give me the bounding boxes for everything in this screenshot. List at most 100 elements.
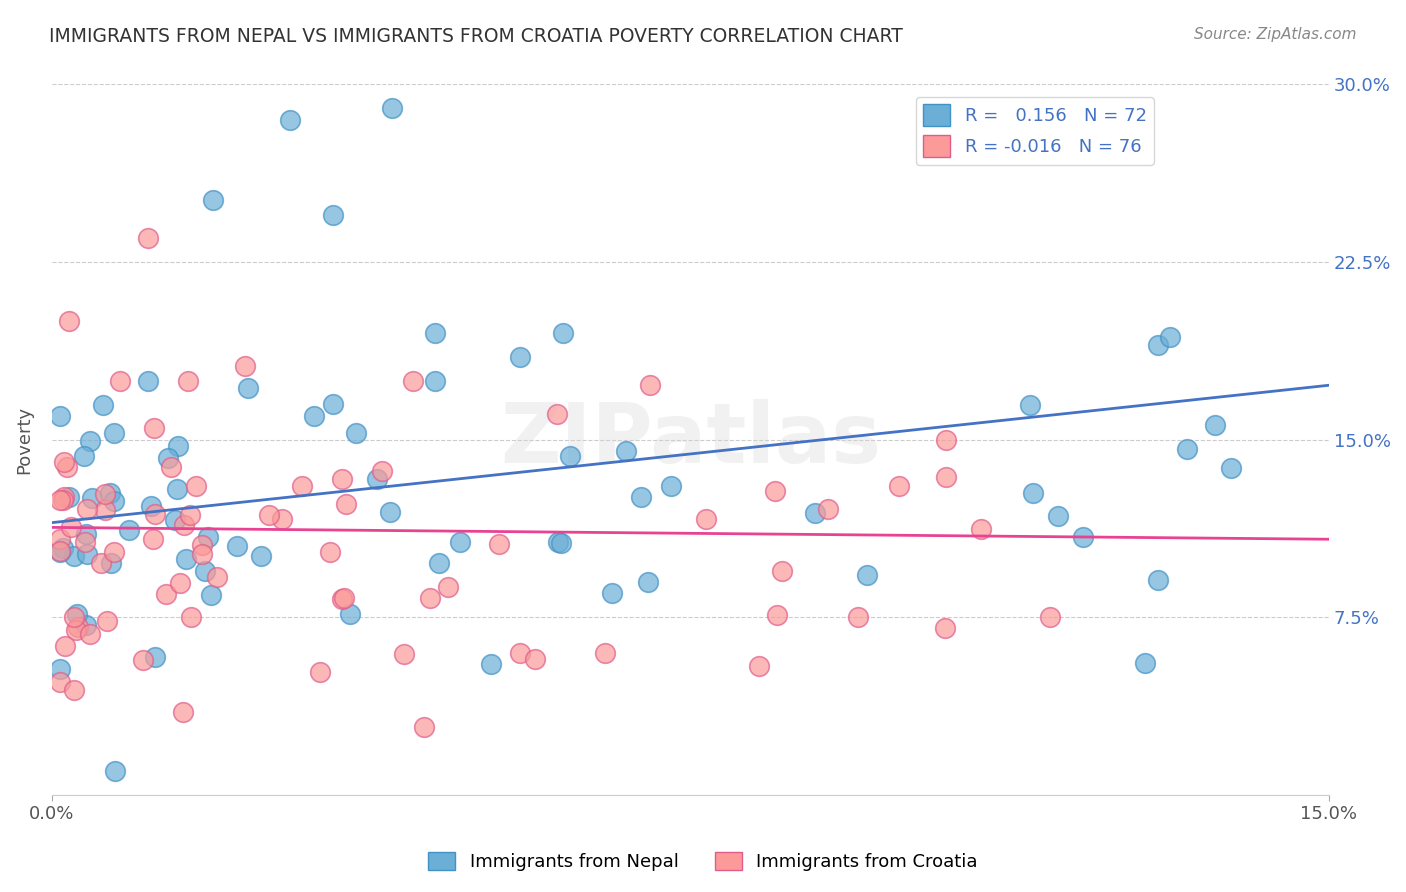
Point bbox=[49, 544, 72, 558]
Point bbox=[856, 568, 879, 582]
Y-axis label: Poverty: Poverty bbox=[15, 406, 32, 474]
Point bbox=[59, 520, 82, 534]
Point bbox=[1159, 330, 1181, 344]
Point bbox=[630, 491, 652, 505]
Point bbox=[49, 545, 72, 559]
Point bbox=[1147, 573, 1170, 587]
Point bbox=[76, 547, 98, 561]
Point bbox=[49, 409, 72, 423]
Point bbox=[79, 627, 101, 641]
Point bbox=[166, 482, 188, 496]
Point bbox=[63, 610, 86, 624]
Point bbox=[1071, 530, 1094, 544]
Point bbox=[378, 505, 401, 519]
Point bbox=[49, 532, 72, 546]
Point bbox=[186, 479, 208, 493]
Point bbox=[1175, 442, 1198, 457]
Point bbox=[76, 502, 98, 516]
Point bbox=[450, 535, 472, 549]
Point bbox=[163, 513, 186, 527]
Point bbox=[1204, 418, 1226, 433]
Point bbox=[167, 439, 190, 453]
Point bbox=[225, 539, 247, 553]
Point bbox=[143, 508, 166, 522]
Point bbox=[176, 551, 198, 566]
Point bbox=[236, 381, 259, 395]
Point bbox=[52, 490, 75, 504]
Point bbox=[191, 547, 214, 561]
Point bbox=[103, 493, 125, 508]
Point bbox=[394, 647, 416, 661]
Legend: R =   0.156   N = 72, R = -0.016   N = 76: R = 0.156 N = 72, R = -0.016 N = 76 bbox=[915, 97, 1154, 164]
Point bbox=[155, 587, 177, 601]
Point bbox=[322, 208, 344, 222]
Point bbox=[63, 683, 86, 698]
Point bbox=[934, 621, 956, 635]
Point bbox=[180, 609, 202, 624]
Point bbox=[423, 326, 446, 340]
Point bbox=[593, 646, 616, 660]
Text: ZIPatlas: ZIPatlas bbox=[499, 400, 880, 480]
Point bbox=[381, 101, 404, 115]
Point bbox=[547, 535, 569, 549]
Point bbox=[82, 491, 104, 505]
Point bbox=[551, 326, 574, 340]
Point bbox=[817, 502, 839, 516]
Point bbox=[308, 665, 330, 680]
Point bbox=[1147, 338, 1170, 352]
Point bbox=[233, 359, 256, 373]
Point bbox=[770, 564, 793, 578]
Point bbox=[142, 532, 165, 546]
Point bbox=[330, 591, 353, 606]
Point bbox=[333, 591, 356, 605]
Legend: Immigrants from Nepal, Immigrants from Croatia: Immigrants from Nepal, Immigrants from C… bbox=[420, 845, 986, 879]
Point bbox=[1133, 657, 1156, 671]
Point bbox=[177, 374, 200, 388]
Point bbox=[75, 526, 97, 541]
Point bbox=[413, 720, 436, 734]
Point bbox=[90, 556, 112, 570]
Point bbox=[423, 374, 446, 388]
Point bbox=[58, 491, 80, 505]
Point bbox=[330, 472, 353, 486]
Point bbox=[748, 658, 770, 673]
Point bbox=[291, 479, 314, 493]
Point bbox=[550, 536, 572, 550]
Point bbox=[419, 591, 441, 606]
Point bbox=[1220, 461, 1243, 475]
Point bbox=[1019, 398, 1042, 412]
Point bbox=[638, 377, 661, 392]
Point bbox=[763, 483, 786, 498]
Point bbox=[319, 544, 342, 558]
Point bbox=[560, 449, 582, 463]
Point bbox=[190, 538, 212, 552]
Point bbox=[371, 464, 394, 478]
Point bbox=[1039, 610, 1062, 624]
Point bbox=[335, 497, 357, 511]
Point bbox=[479, 657, 502, 671]
Point bbox=[145, 650, 167, 665]
Point bbox=[98, 486, 121, 500]
Point bbox=[1047, 509, 1070, 524]
Point bbox=[139, 500, 162, 514]
Point bbox=[118, 523, 141, 537]
Point bbox=[804, 506, 827, 520]
Point bbox=[136, 230, 159, 244]
Point bbox=[970, 522, 993, 536]
Point bbox=[173, 518, 195, 533]
Point bbox=[1022, 486, 1045, 500]
Point bbox=[935, 470, 957, 484]
Point bbox=[766, 608, 789, 623]
Point bbox=[546, 407, 568, 421]
Point bbox=[103, 425, 125, 440]
Point bbox=[52, 492, 75, 507]
Text: IMMIGRANTS FROM NEPAL VS IMMIGRANTS FROM CROATIA POVERTY CORRELATION CHART: IMMIGRANTS FROM NEPAL VS IMMIGRANTS FROM… bbox=[49, 27, 903, 45]
Point bbox=[179, 508, 201, 522]
Point bbox=[55, 639, 77, 653]
Point bbox=[72, 449, 94, 463]
Point bbox=[193, 564, 215, 578]
Point bbox=[91, 398, 114, 412]
Point bbox=[53, 455, 76, 469]
Point bbox=[73, 535, 96, 549]
Point bbox=[160, 459, 183, 474]
